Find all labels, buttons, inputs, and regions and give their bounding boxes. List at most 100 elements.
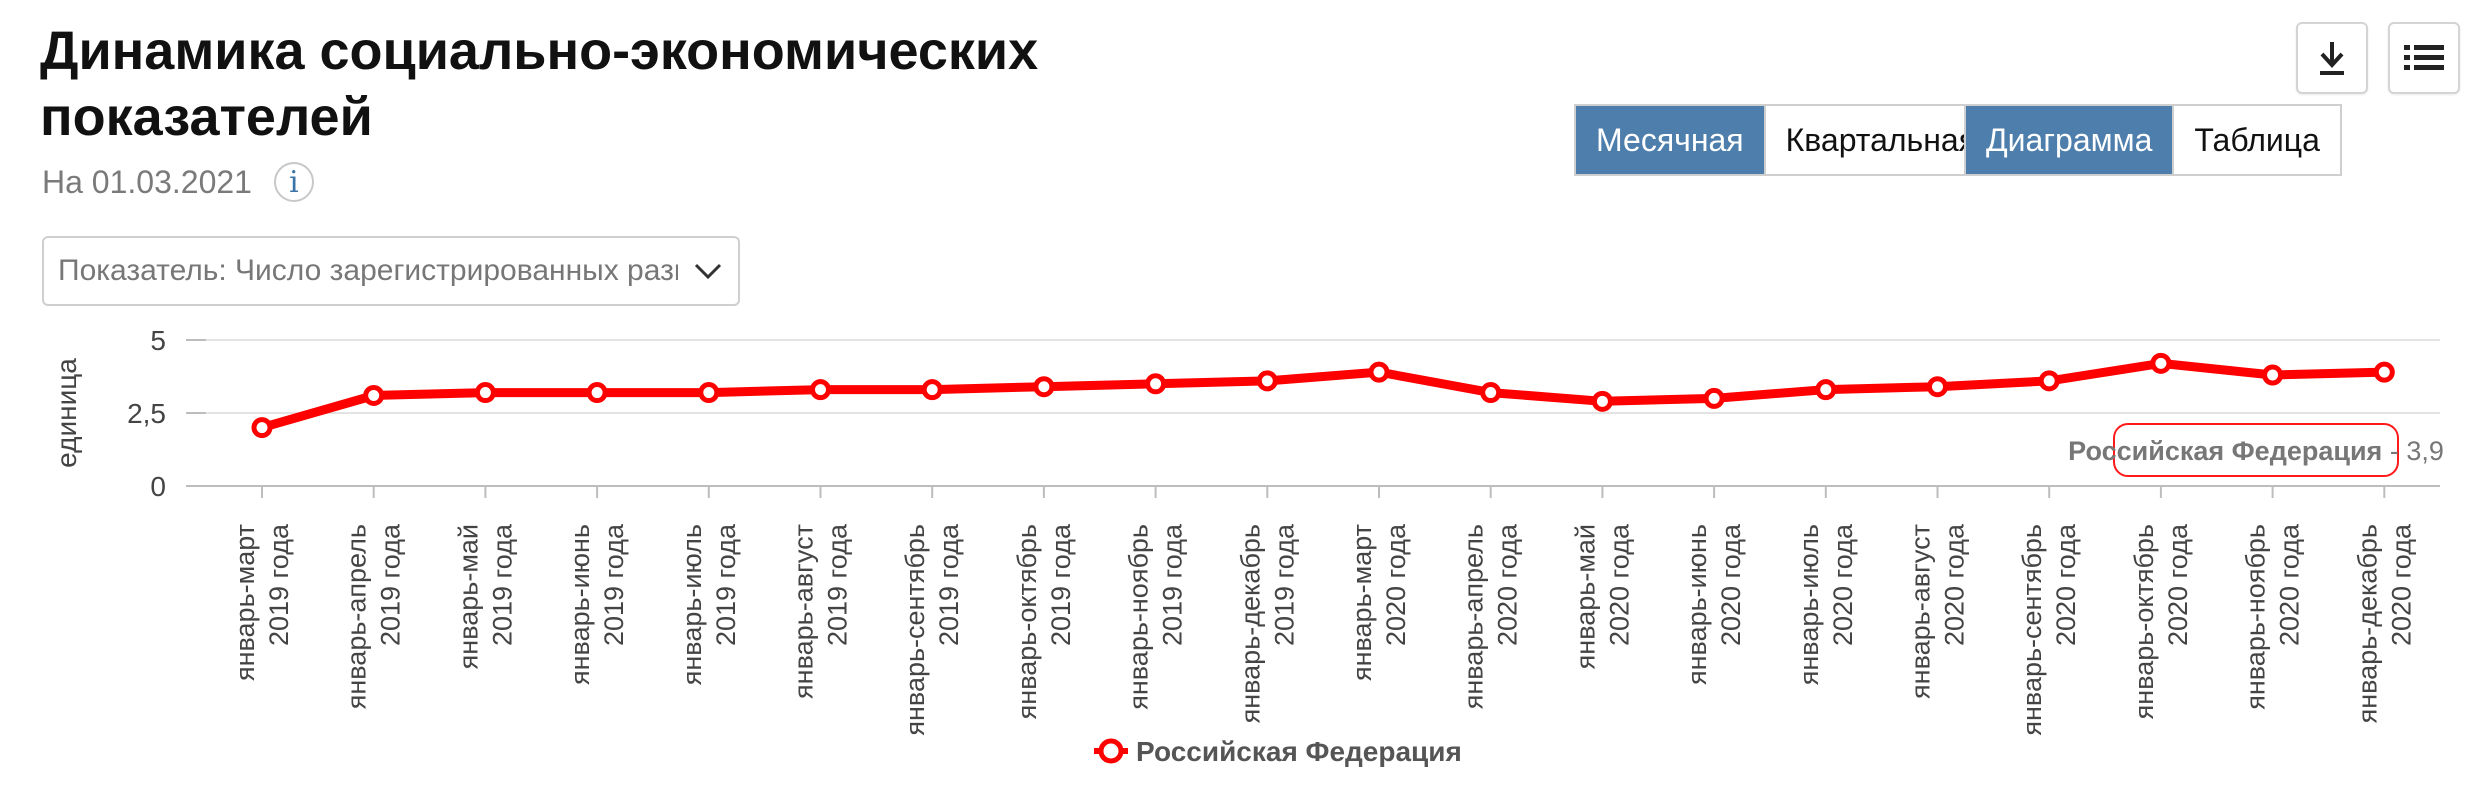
info-icon[interactable]: i — [273, 162, 314, 202]
view-table-button[interactable]: Таблица — [2172, 106, 2340, 174]
x-tick-label: январь-апрель 2019 года — [342, 523, 406, 709]
x-tick-label-line: 2019 года — [934, 523, 964, 646]
x-tick-label-line: 2020 года — [1493, 523, 1523, 646]
x-tick-label: январь-июнь 2019 года — [565, 523, 629, 685]
data-point[interactable] — [2150, 352, 2172, 374]
data-point[interactable] — [698, 382, 720, 404]
x-tick-label: январь-ноябрь 2020 года — [2241, 523, 2305, 710]
indicator-select[interactable]: Показатель: Число зарегистрированных раз… — [42, 236, 740, 306]
data-point[interactable] — [1145, 373, 1167, 395]
data-point[interactable] — [1927, 376, 1948, 398]
download-icon — [2320, 42, 2344, 75]
legend[interactable]: Российская Федерация — [1094, 736, 1462, 767]
x-tick-label: январь-март 2019 года — [230, 523, 294, 681]
x-tick-label: январь-сентябрь 2019 года — [900, 523, 964, 736]
x-tick-label-line: январь-май — [453, 524, 483, 669]
line-chart: 02,55 единица январь-март 2019 года январь… — [51, 325, 2444, 767]
y-tick-label: 5 — [150, 325, 166, 356]
x-tick-label-line: январь-июнь — [1682, 524, 1712, 685]
x-tick-label-line: 2020 года — [1940, 523, 1970, 646]
x-tick-label: январь-сентябрь 2020 года — [2017, 523, 2081, 736]
data-point[interactable] — [1815, 379, 1837, 401]
chevron-down-icon — [678, 261, 738, 281]
report-date: На 01.03.2021 — [42, 163, 252, 200]
y-axis-label: единица — [51, 358, 82, 468]
x-tick-label-line: январь-апрель — [342, 524, 372, 709]
x-tick-label: январь-август 2019 года — [789, 523, 853, 699]
period-quarterly-button[interactable]: Квартальная — [1763, 106, 1997, 174]
data-point[interactable] — [1033, 376, 1055, 398]
x-tick-label-line: январь-ноябрь — [2241, 524, 2271, 710]
data-point[interactable] — [1256, 370, 1278, 392]
data-point[interactable] — [474, 382, 496, 404]
x-tick-label: январь-август 2020 года — [1906, 523, 1970, 699]
x-tick-label: январь-июль 2020 года — [1794, 523, 1858, 685]
data-point[interactable] — [1480, 382, 1502, 404]
x-tick-label-line: 2019 года — [823, 523, 853, 646]
x-tick-label-line: январь-сентябрь — [2017, 524, 2047, 736]
list-icon — [2404, 45, 2444, 70]
data-point[interactable] — [921, 379, 943, 401]
x-tick-label-line: 2020 года — [1604, 523, 1634, 646]
tooltip-series-name: Российская Федерация — [2068, 436, 2382, 466]
x-tick-label-line: январь-август — [1906, 524, 1936, 699]
view-toggle: Диаграмма Таблица — [1964, 104, 2342, 176]
date-row: На 01.03.2021 i — [42, 162, 314, 202]
x-tick-label-line: январь-сентябрь — [900, 524, 930, 736]
y-tick-label: 0 — [150, 471, 166, 502]
data-point[interactable] — [1591, 390, 1613, 412]
tooltip-box — [2113, 423, 2399, 477]
x-tick-label: январь-май 2020 года — [1570, 523, 1634, 669]
x-tick-label-line: январь-ноябрь — [1124, 524, 1154, 710]
legend-label: Российская Федерация — [1136, 736, 1462, 767]
data-point[interactable] — [2373, 361, 2395, 383]
page-title: Динамика социально-экономических показат… — [40, 21, 1039, 147]
x-tick-label-line: 2019 года — [1269, 523, 1299, 646]
data-point[interactable] — [586, 382, 608, 404]
data-point[interactable] — [251, 417, 273, 439]
x-tick-label-line: 2019 года — [376, 523, 406, 646]
x-tick-label: январь-июль 2019 года — [677, 523, 741, 685]
svg-text:Российская Федерация - 3,9: Российская Федерация - 3,9 — [2068, 436, 2444, 466]
x-tick-label-line: январь-июнь — [565, 524, 595, 685]
data-point[interactable] — [1703, 387, 1725, 409]
tooltip-value: 3,9 — [2406, 436, 2444, 466]
x-tick-label-line: январь-декабрь — [2352, 524, 2382, 723]
series-line — [257, 358, 2389, 433]
x-tick-label-line: январь-декабрь — [1235, 524, 1265, 723]
data-point[interactable] — [363, 384, 385, 406]
data-point[interactable] — [810, 379, 831, 401]
period-monthly-button[interactable]: Месячная — [1576, 106, 1764, 174]
x-tick-label: январь-май 2019 года — [453, 523, 517, 669]
menu-button[interactable] — [2388, 22, 2460, 94]
x-tick-label-line: 2020 года — [2051, 523, 2081, 646]
x-tick-label-line: 2019 года — [487, 523, 517, 646]
x-tick-label-line: 2019 года — [1158, 523, 1188, 646]
x-tick-label-line: 2019 года — [599, 523, 629, 646]
x-tick-label-line: январь-октябрь — [2129, 524, 2159, 719]
x-tick-label-line: январь-май — [1570, 524, 1600, 669]
x-tick-label-line: 2020 года — [1381, 523, 1411, 646]
x-tick-label-line: январь-август — [789, 524, 819, 699]
x-tick-label-line: январь-апрель — [1459, 524, 1489, 709]
x-tick-label-line: январь-июль — [1794, 524, 1824, 685]
x-tick-label: январь-апрель 2020 года — [1459, 523, 1523, 709]
x-tick-label-line: 2020 года — [1828, 523, 1858, 646]
period-toggle: Месячная Квартальная — [1574, 104, 1999, 176]
x-tick-label: январь-октябрь 2020 года — [2129, 523, 2193, 719]
x-tick-label: январь-март 2020 года — [1347, 523, 1411, 681]
x-tick-label-line: январь-июль — [677, 524, 707, 685]
x-tick-label-line: январь-март — [230, 524, 260, 681]
data-point[interactable] — [2038, 370, 2060, 392]
indicator-select-value: Показатель: Число зарегистрированных раз… — [58, 254, 678, 287]
x-tick-label-line: 2019 года — [711, 523, 741, 646]
data-point[interactable] — [1368, 361, 1390, 383]
x-tick-label-line: 2020 года — [2275, 523, 2305, 646]
y-tick-label: 2,5 — [127, 398, 166, 429]
x-tick-label-line: 2019 года — [1046, 523, 1076, 646]
download-button[interactable] — [2296, 22, 2368, 94]
x-tick-label: январь-декабрь 2019 года — [1235, 523, 1299, 723]
view-chart-button[interactable]: Диаграмма — [1966, 106, 2173, 174]
tooltip: Российская Федерация - 3,9 — [2068, 423, 2444, 477]
data-point[interactable] — [2262, 364, 2284, 386]
